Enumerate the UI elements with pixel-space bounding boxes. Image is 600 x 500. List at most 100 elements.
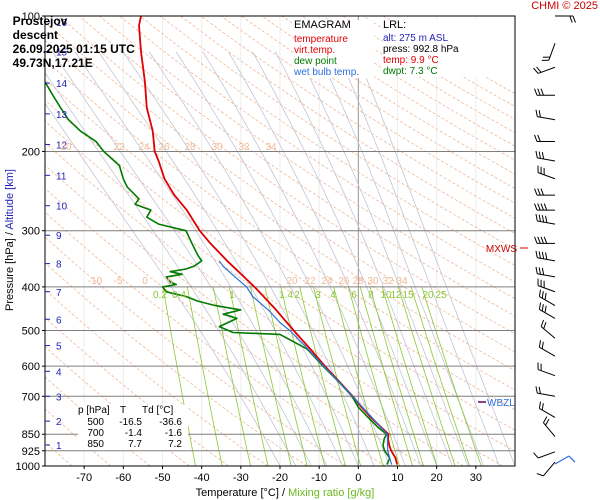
dry-adiabat <box>180 16 515 235</box>
pressure-tick-label: 200 <box>22 146 40 158</box>
x-axis-title-temperature: Temperature [°C] <box>196 487 279 499</box>
wind-barb-staff <box>537 273 556 278</box>
wind-barb-flag <box>537 188 541 196</box>
temperature-tick-label: 0 <box>355 472 361 484</box>
legend-panel: EMAGRAM temperature virt.temp. dew point… <box>294 20 374 78</box>
wind-barb <box>538 340 556 357</box>
dry-adiabat-label: 28 <box>352 276 364 287</box>
x-axis-title-mixing: Mixing ratio [g/kg] <box>288 487 374 499</box>
table-cell-t: -1.4 <box>124 428 142 439</box>
wind-barb-flag <box>535 109 538 117</box>
wind-barb <box>535 250 556 262</box>
moist-adiabat <box>52 51 312 466</box>
dry-adiabat-label: 26 <box>158 142 170 153</box>
wind-barb-flag <box>538 110 541 118</box>
dry-adiabat-label: 22 <box>113 142 125 153</box>
lrl-temp: temp: 9.9 °C <box>383 55 439 66</box>
wind-barb-staff <box>539 346 556 357</box>
dry-adiabat-label: 20 <box>60 142 72 153</box>
wind-barb-flag <box>541 304 544 312</box>
mixing-ratio-label: 15 <box>402 290 414 301</box>
wind-barb-staff <box>537 116 556 121</box>
mixing-ratio-label: 1.4 <box>279 290 293 301</box>
dry-adiabat <box>45 39 515 372</box>
pressure-tick-label: 1000 <box>16 461 40 473</box>
moist-adiabat <box>355 51 515 466</box>
wind-barb-staff <box>543 461 556 477</box>
wind-barb-flag <box>538 267 541 275</box>
dry-adiabat <box>45 142 503 466</box>
wind-barb-flag <box>534 203 538 211</box>
wind-barb-flag <box>535 386 538 394</box>
table-cell-td: -1.6 <box>164 428 182 439</box>
wind-barb <box>541 43 556 61</box>
table-header-t: T <box>120 405 127 416</box>
wind-barb-surface <box>554 455 570 465</box>
mixing-ratio-label: 0.4 <box>172 290 186 301</box>
wind-barb <box>540 319 556 339</box>
mixing-ratio-label: 6 <box>351 290 357 301</box>
wind-barb-flag <box>569 15 573 23</box>
table-header-td: Td [°C] <box>142 405 174 416</box>
wind-barb-flag <box>572 15 576 23</box>
dry-adiabat-label: 26 <box>338 276 350 287</box>
dry-adiabat-label: 22 <box>304 276 316 287</box>
mixing-ratio-label: 8 <box>368 290 374 301</box>
wind-barb-flag <box>541 291 544 299</box>
wind-barb-flag <box>535 250 538 258</box>
mixing-ratio-label: 3 <box>315 290 321 301</box>
mixing-ratio-label: 4 <box>330 290 336 301</box>
wind-barb-flag <box>538 302 542 310</box>
table-header-p: p [hPa] <box>78 405 110 416</box>
wind-barb <box>535 266 556 278</box>
wind-barb-flag <box>534 134 538 142</box>
y-axis-title: Pressure [hPa] / Altitude [km] <box>4 169 16 311</box>
table-cell-td: -36.6 <box>159 417 182 428</box>
wind-barb-flag <box>541 215 545 223</box>
wind-barb-flag <box>538 386 541 394</box>
lrl-alt: alt: 275 m ASL <box>383 33 449 44</box>
wind-barb-flag <box>544 292 547 300</box>
mixing-ratio-label: 1 <box>229 290 235 301</box>
wind-barb-staff <box>537 451 556 459</box>
pressure-tick-label: 300 <box>22 226 40 238</box>
wind-barb-flag <box>545 418 550 426</box>
moist-adiabat <box>202 51 406 466</box>
credit-label: CHMI © 2025 <box>531 0 598 12</box>
wind-barb-surface-flag <box>568 455 576 463</box>
dry-adiabat-label: -5 <box>114 276 123 287</box>
wind-barb-flag <box>533 67 539 74</box>
moist-adiabat <box>175 51 391 466</box>
wind-barb <box>538 302 556 319</box>
table-row: 500 -16.5 -36.6 <box>78 417 188 428</box>
altitude-tick-label: 16 <box>56 18 68 29</box>
altitude-tick-label: 4 <box>56 367 62 378</box>
moist-adiabat <box>336 51 500 466</box>
altitude-tick-label: 14 <box>56 79 68 90</box>
wind-barb-flag <box>541 267 545 275</box>
altitude-tick-label: 13 <box>56 110 68 121</box>
altitude-tick-label: 10 <box>56 202 68 213</box>
wind-barb-flag <box>534 88 538 96</box>
table-header-row: p [hPa] T Td [°C] <box>78 405 188 416</box>
wind-barb-flag <box>537 88 541 96</box>
wind-barb <box>534 236 555 244</box>
wind-barb <box>534 203 555 211</box>
legend-title: EMAGRAM <box>294 19 351 31</box>
station-coords: 49.73N,17.21E <box>12 56 93 70</box>
moist-adiabat <box>275 51 453 466</box>
wind-barb-flag <box>538 289 542 297</box>
table-cell-t: -16.5 <box>119 417 142 428</box>
wind-barb-flag <box>540 319 544 327</box>
level-table: p [hPa] T Td [°C] 500 -16.5 -36.6 700 -1… <box>78 405 188 450</box>
wind-barb-flag <box>536 473 544 477</box>
pressure-tick-label: 100 <box>22 11 40 23</box>
mixing-ratio-label: 20 <box>422 290 434 301</box>
pressure-tick-label: 400 <box>22 282 40 294</box>
altitude-tick-label: 11 <box>56 171 67 182</box>
pressure-tick-label: 850 <box>22 429 40 441</box>
moist-adiabat <box>45 102 281 466</box>
wind-barb-staff <box>543 422 556 437</box>
wind-barb <box>535 213 556 225</box>
